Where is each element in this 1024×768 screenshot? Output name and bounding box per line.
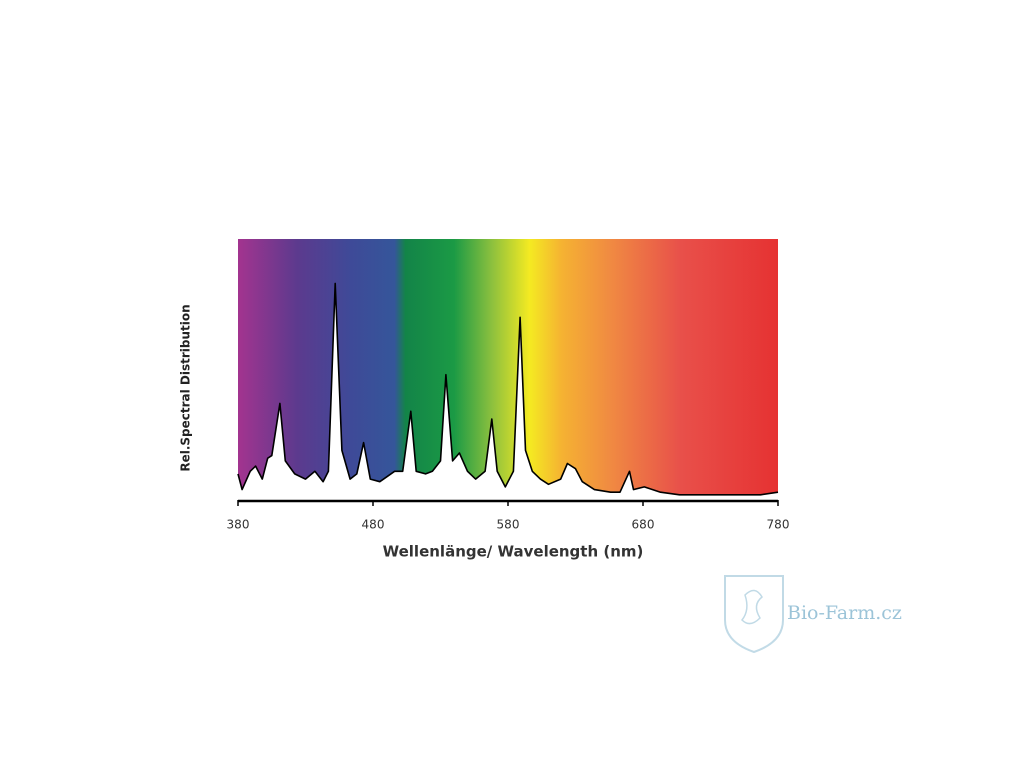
watermark-text: Bio-Farm.cz [787,602,902,624]
x-axis-label: Wellenlänge/ Wavelength (nm) [383,543,644,561]
x-tick-label: 480 [362,518,385,532]
x-tick-label: 680 [632,518,655,532]
x-tick-label: 780 [767,518,790,532]
spectrum-line [237,282,779,496]
x-tick-label: 580 [497,518,520,532]
watermark-logo [724,575,784,654]
x-tick-label: 380 [227,518,250,532]
under-curve-fill [238,283,778,500]
spectrum-background [238,239,778,500]
y-axis-label: Rel.Spectral Distribution [179,304,193,471]
plot: 380 480 580 680 780 [227,282,790,532]
